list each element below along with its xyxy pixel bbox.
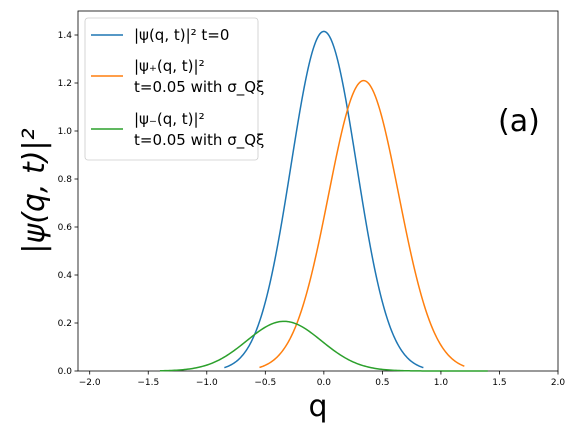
panel-annotation: (a) [498,104,540,139]
legend-sublabel-3: t=0.05 with σ_Qξ [134,131,264,150]
x-tick-label: 0.5 [375,378,389,388]
y-tick-label: 0.6 [58,223,73,233]
plot-frame [77,10,559,372]
y-tick-label: 1.2 [58,79,72,89]
y-axis-title-text: |ψ(q, t)|² [17,128,52,253]
x-tick-label: −1.5 [137,378,159,388]
x-tick-label: −1.0 [196,378,218,388]
y-tick-label: 1.0 [58,127,73,137]
series-line-2 [259,79,465,369]
legend-box [84,17,259,161]
y-tick-label: 1.4 [58,31,73,41]
x-axis-title: q [308,389,327,424]
series-line-1 [224,30,424,369]
y-tick-label: 0.8 [58,175,73,185]
plot-border [77,10,559,372]
y-tick-label: 0.0 [58,367,73,377]
x-tick-label: 2.0 [551,378,566,388]
legend-label-2: |ψ₊(q, t)|² [134,57,205,75]
x-tick-label: 0.0 [317,378,332,388]
series-layer [159,30,488,372]
x-tick-label: −0.5 [254,378,276,388]
y-tick-label: 0.4 [58,271,73,281]
x-tick-label: 1.0 [434,378,449,388]
x-tick-label: 1.5 [492,378,506,388]
legend: |ψ(q, t)|² t=0 |ψ₊(q, t)|² t=0.05 with σ_Q… [84,17,264,161]
legend-label-1: |ψ(q, t)|² t=0 [134,26,229,44]
legend-sublabel-2: t=0.05 with σ_Qξ [134,78,264,97]
x-axis-title-text: q [308,389,327,424]
legend-label-3: |ψ₋(q, t)|² [134,110,205,128]
y-axis-title: |ψ(q, t)|² [17,128,52,253]
x-tick-label: −2.0 [79,378,101,388]
series-line-3 [159,320,488,372]
y-tick-label: 0.2 [58,319,72,329]
tick-layer: −2.0 −1.5 −1.0 −0.5 0.0 0.5 1.0 1.5 2.0 0.0 0.2 0.4… [58,31,566,388]
